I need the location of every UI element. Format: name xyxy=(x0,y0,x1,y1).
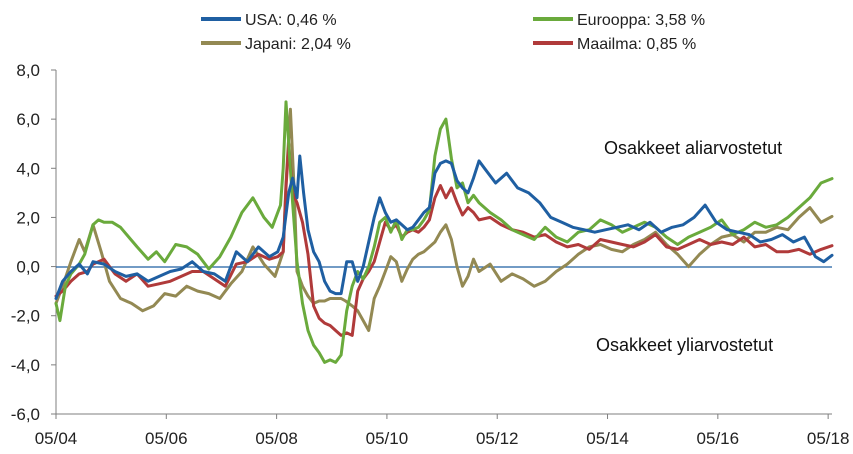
series-line-japani xyxy=(54,107,834,332)
legend-label-japani: Japani: 2,04 % xyxy=(245,36,351,53)
x-tick-label: 05/18 xyxy=(807,429,850,448)
x-tick-label: 05/16 xyxy=(697,429,740,448)
x-ticks: 05/04 05/06 05/08 05/10 05/12 05/14 05/16 05/18 xyxy=(35,414,850,448)
y-tick-label: -2,0 xyxy=(11,307,40,326)
y-tick-label: 4,0 xyxy=(16,159,40,178)
x-tick-label: 05/10 xyxy=(366,429,409,448)
series-group xyxy=(54,100,834,364)
legend-label-usa: USA: 0,46 % xyxy=(245,12,337,29)
y-tick-label: -6,0 xyxy=(11,405,40,424)
x-tick-label: 05/14 xyxy=(586,429,629,448)
y-tick-label: 8,0 xyxy=(16,61,40,80)
x-tick-label: 05/04 xyxy=(35,429,78,448)
legend: USA: 0,46 % Eurooppa: 3,58 % Japani: 2,0… xyxy=(201,12,705,53)
x-tick-label: 05/08 xyxy=(255,429,298,448)
y-tick-label: 0,0 xyxy=(16,258,40,277)
y-tick-label: -4,0 xyxy=(11,356,40,375)
y-tick-label: 6,0 xyxy=(16,110,40,129)
series-line-usa xyxy=(54,154,834,300)
x-tick-label: 05/06 xyxy=(145,429,188,448)
annotation-yliarvostetut: Osakkeet yliarvostetut xyxy=(596,335,773,355)
y-tick-label: 2,0 xyxy=(16,208,40,227)
legend-label-eurooppa: Eurooppa: 3,58 % xyxy=(577,12,705,29)
legend-label-maailma: Maailma: 0,85 % xyxy=(577,36,696,53)
x-tick-label: 05/12 xyxy=(476,429,519,448)
y-ticks: 8,0 6,0 4,0 2,0 0,0 -2,0 -4,0 -6,0 xyxy=(11,61,56,424)
annotation-aliarvostetut: Osakkeet aliarvostetut xyxy=(604,138,782,158)
